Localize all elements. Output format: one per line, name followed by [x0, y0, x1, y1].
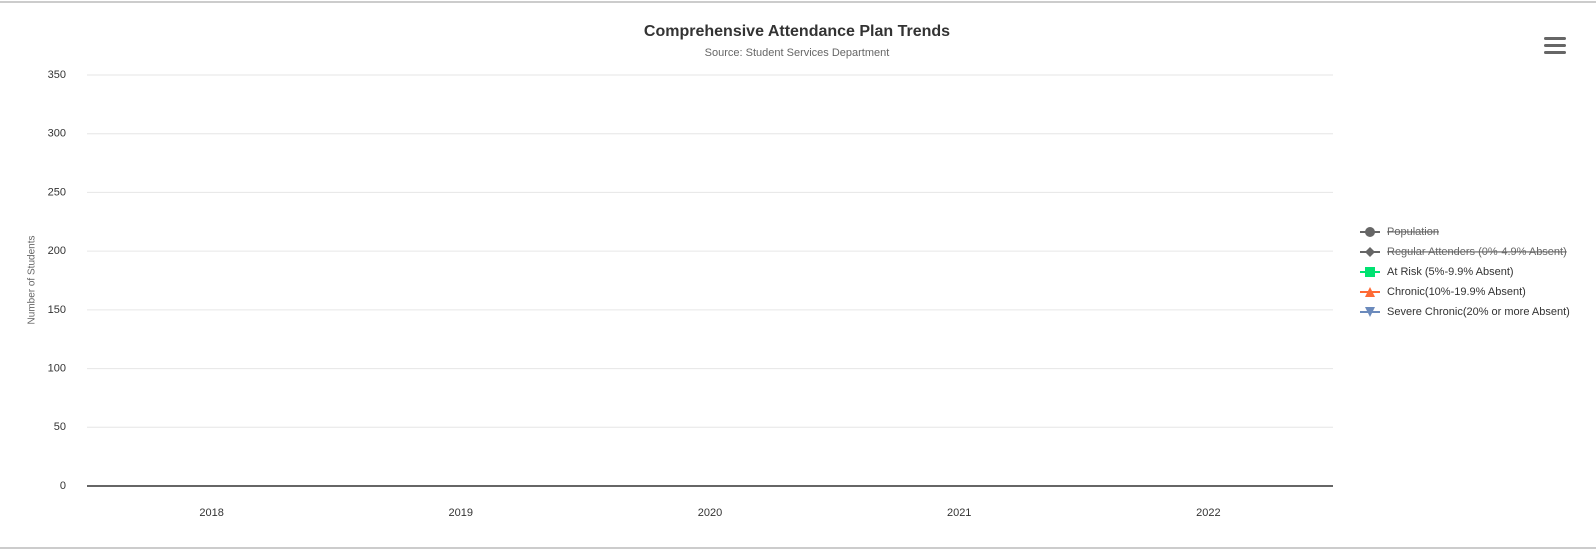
- legend-marker: [1365, 307, 1375, 317]
- legend-item[interactable]: Chronic(10%-19.9% Absent): [1360, 286, 1526, 298]
- x-tick-label: 2021: [947, 507, 971, 519]
- legend-label: Regular Attenders (0%-4.9% Absent): [1387, 246, 1567, 258]
- y-tick-label: 50: [54, 421, 66, 433]
- y-tick-label: 200: [48, 245, 66, 257]
- legend-item[interactable]: At Risk (5%-9.9% Absent): [1360, 266, 1514, 278]
- legend-label: Population: [1387, 226, 1439, 238]
- legend-label: Chronic(10%-19.9% Absent): [1387, 286, 1526, 298]
- legend-label: Severe Chronic(20% or more Absent): [1387, 306, 1570, 318]
- x-tick-label: 2019: [449, 507, 473, 519]
- y-tick-label: 250: [48, 186, 66, 198]
- legend-marker: [1365, 267, 1375, 277]
- legend-item[interactable]: Severe Chronic(20% or more Absent): [1360, 306, 1570, 318]
- x-tick-label: 2018: [199, 507, 223, 519]
- y-axis-label: Number of Students: [27, 236, 38, 325]
- legend-item[interactable]: Population: [1360, 226, 1439, 238]
- legend-marker: [1365, 247, 1375, 257]
- chart-title: Comprehensive Attendance Plan Trends: [644, 23, 950, 40]
- y-tick-label: 100: [48, 362, 66, 374]
- legend-label: At Risk (5%-9.9% Absent): [1387, 266, 1514, 278]
- y-tick-label: 150: [48, 304, 66, 316]
- legend-marker: [1365, 287, 1375, 297]
- x-tick-label: 2022: [1196, 507, 1220, 519]
- legend-marker: [1365, 227, 1375, 237]
- chart-subtitle: Source: Student Services Department: [705, 47, 890, 59]
- legend-item[interactable]: Regular Attenders (0%-4.9% Absent): [1360, 246, 1567, 258]
- y-tick-label: 350: [48, 69, 66, 81]
- menu-bar: [1544, 44, 1566, 47]
- menu-bar: [1544, 37, 1566, 40]
- menu-button[interactable]: [1544, 37, 1566, 54]
- x-tick-label: 2020: [698, 507, 722, 519]
- y-tick-label: 0: [60, 480, 66, 492]
- y-tick-label: 300: [48, 128, 66, 140]
- menu-bar: [1544, 51, 1566, 54]
